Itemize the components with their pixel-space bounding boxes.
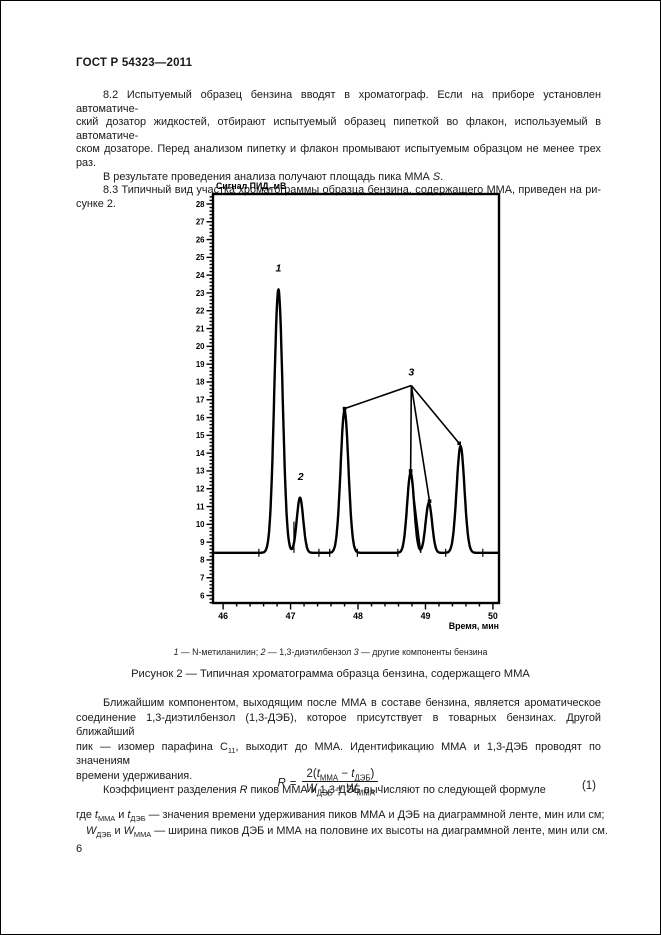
text-line: В результате проведения анализа получают… xyxy=(103,170,444,183)
svg-text:19: 19 xyxy=(196,360,205,369)
svg-text:10: 10 xyxy=(196,520,205,529)
text-line: пик — изомер парафина С11, выходит до ММ… xyxy=(76,740,601,768)
svg-text:6: 6 xyxy=(200,591,205,600)
chromatogram-trace xyxy=(213,288,499,554)
svg-text:16: 16 xyxy=(196,413,205,422)
page-number: 6 xyxy=(76,843,83,855)
text-block-bottom: Ближайшим компонентом, выходящим после М… xyxy=(76,696,601,798)
y-axis-title: Сигнал ПИД, мВ xyxy=(216,181,286,191)
formula-row: R = 2(tММА − tДЭБ) WДЭБ + WММА, (1) xyxy=(1,768,660,812)
svg-text:24: 24 xyxy=(196,271,205,280)
where-definitions: где tММА и tДЭБ — значения времени удерж… xyxy=(76,808,608,839)
peak-label-2: 2 xyxy=(297,471,304,483)
formula-number-label: (1) xyxy=(581,780,596,792)
formula-equation: R = 2(tММА − tДЭБ) WДЭБ + WММА, xyxy=(1,768,660,798)
figure-2: Сигнал ПИД, мВ Время, мин 6 7 8 9 10 11 12 13 14 15… xyxy=(159,177,521,641)
peak-label-3: 3 xyxy=(408,367,414,379)
where-line-2: WДЭБ и WММА — ширина пиков ДЭБ и ММА на … xyxy=(86,824,608,839)
where-line-1: где tММА и tДЭБ — значения времени удерж… xyxy=(76,809,605,824)
text-line: ском дозаторе. Перед анализом пипетку и … xyxy=(76,143,601,169)
svg-text:27: 27 xyxy=(196,218,205,227)
svg-text:46: 46 xyxy=(218,611,228,621)
figure-legend: 1 — N-метиланилин; 2 — 1,3-диэтилбензол … xyxy=(173,647,488,657)
svg-text:25: 25 xyxy=(196,253,205,262)
svg-text:9: 9 xyxy=(200,538,205,547)
gost-header: ГОСТ Р 54323—2011 xyxy=(76,57,193,69)
text-line: соединение 1,3-диэтилбензол (1,3-ДЭБ), к… xyxy=(76,711,601,739)
text-line: Коэффициент разделения R пиков ММА и 1,3… xyxy=(103,784,546,796)
svg-text:13: 13 xyxy=(196,467,205,476)
svg-text:23: 23 xyxy=(196,289,205,298)
svg-text:11: 11 xyxy=(196,502,205,511)
integration-marks xyxy=(258,521,484,557)
svg-text:47: 47 xyxy=(286,611,296,621)
svg-text:7: 7 xyxy=(200,574,204,583)
svg-text:21: 21 xyxy=(196,324,205,333)
svg-text:20: 20 xyxy=(196,342,205,351)
svg-text:17: 17 xyxy=(196,396,205,405)
peak-leader-lines xyxy=(342,384,462,553)
x-axis: 46 47 48 49 50 xyxy=(218,603,498,621)
text-line: сунке 2. xyxy=(76,197,116,210)
formula-denominator: WДЭБ + WММА xyxy=(305,783,375,798)
svg-text:48: 48 xyxy=(353,611,363,621)
x-axis-title: Время, мин xyxy=(449,621,499,631)
formula-fraction: 2(tММА − tДЭБ) WДЭБ + WММА xyxy=(302,768,379,798)
svg-text:15: 15 xyxy=(196,431,205,440)
svg-text:12: 12 xyxy=(196,485,205,494)
svg-text:22: 22 xyxy=(196,307,205,316)
formula-numerator: 2(tММА − tДЭБ) xyxy=(302,768,379,782)
plot-border xyxy=(211,192,501,605)
text-line: 8.2 Испытуемый образец бензина вводят в … xyxy=(76,89,601,115)
peak-label-1: 1 xyxy=(276,263,282,275)
svg-text:26: 26 xyxy=(196,235,205,244)
text-line: времени удерживания. xyxy=(76,769,193,782)
formula-equals: = xyxy=(289,777,297,790)
svg-text:49: 49 xyxy=(421,611,431,621)
formula-comma: , xyxy=(380,777,384,790)
svg-text:18: 18 xyxy=(196,378,205,387)
text-line: ский дозатор жидкостей, отбирают испытуе… xyxy=(76,116,601,142)
text-line: Ближайшим компонентом, выходящим после М… xyxy=(103,697,601,709)
svg-text:28: 28 xyxy=(196,200,205,209)
figure-caption: Рисунок 2 — Типичная хроматограмма образ… xyxy=(131,668,530,680)
svg-text:50: 50 xyxy=(488,611,498,621)
y-axis: 6 7 8 9 10 11 12 13 14 15 16 17 18 19 20 21 22 23 24 25 26 27… xyxy=(196,196,213,604)
svg-text:14: 14 xyxy=(196,449,205,458)
svg-text:8: 8 xyxy=(200,556,205,565)
formula-lhs: R xyxy=(277,777,286,790)
